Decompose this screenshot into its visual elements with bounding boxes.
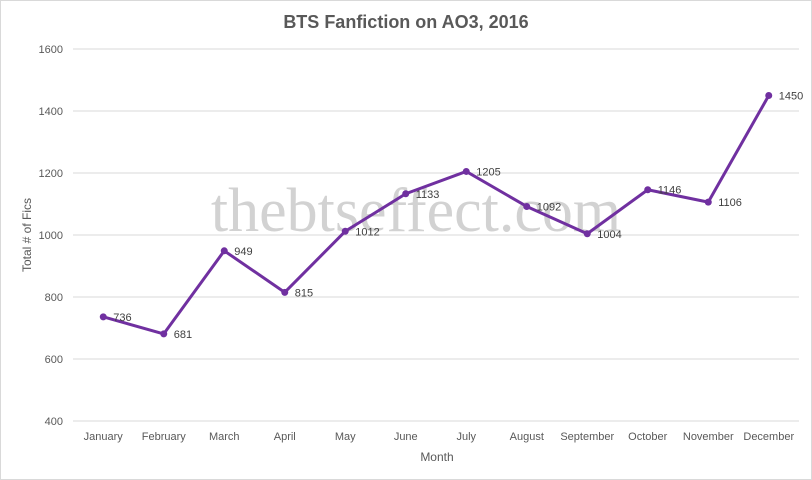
- y-tick-label: 1200: [39, 168, 63, 180]
- data-label: 1450: [779, 91, 803, 103]
- y-tick-label: 800: [45, 292, 63, 304]
- y-tick-label: 600: [45, 354, 63, 366]
- data-point: [402, 190, 410, 198]
- x-tick-label: January: [84, 431, 124, 443]
- watermark: thebtseffect.com: [211, 177, 621, 245]
- y-axis-title: Total # of Fics: [20, 198, 34, 272]
- data-point: [462, 167, 470, 175]
- data-point: [160, 330, 168, 338]
- chart-title: BTS Fanfiction on AO3, 2016: [283, 12, 528, 32]
- data-label: 1092: [537, 201, 561, 213]
- data-label: 1004: [597, 229, 621, 241]
- x-tick-label: November: [683, 431, 734, 443]
- y-tick-label: 1400: [39, 106, 63, 118]
- data-point: [281, 288, 289, 296]
- x-tick-label: February: [142, 431, 187, 443]
- x-tick-label: August: [510, 431, 544, 443]
- y-tick-label: 1000: [39, 230, 63, 242]
- x-tick-label: October: [628, 431, 667, 443]
- data-label: 736: [113, 312, 131, 324]
- data-point: [704, 198, 712, 206]
- data-point: [99, 313, 107, 321]
- data-point: [644, 186, 652, 194]
- data-point: [765, 92, 773, 99]
- x-tick-label: July: [456, 431, 476, 443]
- x-tick-label: May: [335, 431, 356, 443]
- data-label: 1146: [658, 185, 682, 197]
- gridlines: [73, 48, 799, 422]
- data-label: 1205: [476, 166, 500, 178]
- x-axis-ticks: January February March April May June July Augu…: [84, 431, 795, 443]
- data-point: [220, 247, 228, 255]
- x-tick-label: September: [560, 431, 614, 443]
- data-label: 1012: [355, 226, 379, 238]
- y-tick-label: 1600: [39, 44, 63, 56]
- x-tick-label: April: [274, 431, 296, 443]
- data-label: 681: [174, 329, 192, 341]
- data-point: [583, 230, 591, 238]
- x-tick-label: June: [394, 431, 418, 443]
- x-tick-label: December: [743, 431, 794, 443]
- data-point: [523, 202, 531, 210]
- x-axis-title: Month: [420, 450, 453, 464]
- data-labels: 736 681 949 815 1012 1133 1205 1092 1004 1146 1106…: [113, 91, 803, 341]
- data-label: 1106: [718, 197, 742, 209]
- y-tick-label: 400: [45, 416, 63, 428]
- x-tick-label: March: [209, 431, 240, 443]
- series: [99, 92, 773, 338]
- data-point: [341, 227, 349, 235]
- data-label: 949: [234, 246, 252, 258]
- series-line: [101, 94, 771, 336]
- data-label: 815: [295, 287, 313, 299]
- y-axis-ticks: 400 600 800 1000 1200 1400 1600: [39, 44, 63, 428]
- data-label: 1133: [416, 189, 440, 201]
